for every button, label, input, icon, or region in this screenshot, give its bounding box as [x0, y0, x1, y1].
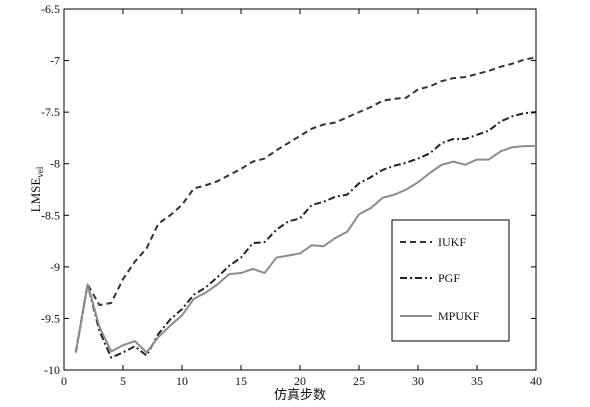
y-tick-label: -7.5: [41, 105, 60, 119]
legend: IUKF PGF MPUKF: [391, 219, 510, 342]
x-tick-label: 0: [61, 374, 67, 388]
legend-label-pgf: PGF: [438, 271, 460, 285]
legend-box: [391, 219, 510, 342]
y-tick-label: -9.5: [41, 311, 60, 325]
x-tick-label: 15: [235, 374, 247, 388]
y-tick-label: -10: [44, 363, 60, 377]
x-tick-label: 10: [176, 374, 188, 388]
legend-label-iukf: IUKF: [438, 235, 466, 249]
y-tick-label: -7: [50, 54, 60, 68]
y-axis-title-main: LMSE: [28, 178, 43, 213]
ticks-layer: 0 5 10 15 20 25 30 35 40 -10 -9.5 -9 -8.5 -8 -7.5 -7 -6.…: [41, 2, 542, 388]
y-tick-label: -9: [50, 260, 60, 274]
x-tick-label: 25: [353, 374, 365, 388]
y-axis-title-sub: vel: [35, 166, 45, 177]
y-tick-label: -8.5: [41, 208, 60, 222]
x-axis-title: 仿真步数: [274, 387, 326, 402]
legend-label-mpukf: MPUKF: [438, 309, 480, 323]
y-tick-label: -8: [50, 157, 60, 171]
series-line-mpukf: [74, 145, 536, 354]
x-tick-label: 5: [120, 374, 126, 388]
series-line-iukf: [74, 56, 537, 353]
y-tick-label: -6.5: [41, 2, 60, 16]
x-tick-label: 40: [530, 374, 542, 388]
x-tick-label: 30: [412, 374, 424, 388]
x-tick-label: 35: [471, 374, 483, 388]
series-layer: [74, 56, 537, 359]
y-axis-title: LMSEvel: [28, 166, 45, 212]
x-tick-label: 20: [294, 374, 306, 388]
